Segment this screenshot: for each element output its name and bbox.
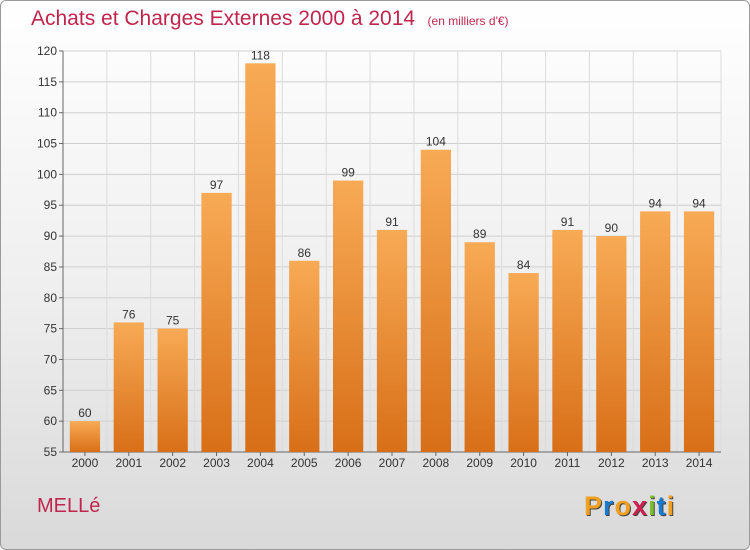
- data-label: 86: [298, 246, 312, 260]
- y-tick-label: 75: [44, 322, 58, 336]
- bar-2012: [596, 236, 627, 452]
- data-label: 94: [692, 196, 706, 210]
- data-label: 97: [210, 178, 224, 192]
- x-tick-label: 2013: [642, 456, 669, 470]
- y-tick-label: 60: [44, 414, 58, 428]
- data-label: 90: [605, 221, 619, 235]
- x-tick-label: 2003: [203, 456, 230, 470]
- logo-letter: t: [656, 491, 667, 521]
- bars: [69, 63, 715, 453]
- y-tick-label: 70: [44, 352, 58, 366]
- bar-2001: [113, 322, 144, 452]
- data-label: 60: [78, 406, 92, 420]
- data-label: 84: [517, 258, 531, 272]
- x-tick-label: 2004: [247, 456, 274, 470]
- bar-2014: [683, 211, 715, 452]
- data-label: 94: [649, 196, 663, 210]
- bar-2006: [332, 180, 364, 453]
- y-tick-label: 115: [38, 75, 57, 89]
- x-tick-label: 2009: [466, 456, 493, 470]
- chart-title: Achats et Charges Externes 2000 à 2014 (…: [31, 7, 509, 31]
- y-tick-label: 105: [37, 137, 57, 151]
- y-tick-label: 90: [44, 229, 58, 243]
- chart-unit-text: (en milliers d'€): [427, 14, 509, 28]
- data-label: 104: [426, 135, 446, 149]
- logo-letter: r: [603, 491, 615, 521]
- x-tick-label: 2008: [423, 456, 450, 470]
- bar-2007: [376, 229, 408, 452]
- y-tick-label: 110: [38, 106, 57, 120]
- data-label: 75: [166, 314, 180, 328]
- bar-2011: [552, 229, 583, 452]
- x-tick-label: 2011: [555, 456, 581, 470]
- x-tick-label: 2007: [379, 456, 406, 470]
- x-tick-label: 2001: [115, 456, 142, 470]
- data-label: 91: [385, 215, 399, 229]
- y-tick-label: 100: [37, 167, 57, 181]
- y-tick-label: 120: [37, 44, 57, 58]
- y-tick-label: 80: [44, 291, 58, 305]
- bar-2003: [201, 192, 232, 452]
- y-tick-label: 85: [44, 260, 58, 274]
- logo-letter: P: [584, 491, 604, 521]
- data-label: 76: [122, 307, 136, 321]
- x-tick-label: 2005: [291, 456, 318, 470]
- data-labels: 60 76 75 97 118 86 99 91 104 89 84 91 90 94 94: [78, 48, 706, 420]
- logo-letter: x: [632, 491, 649, 521]
- x-tick-label: 2012: [598, 456, 625, 470]
- y-tick-label: 55: [44, 445, 58, 459]
- bar-2013: [640, 211, 671, 452]
- chart-title-text: Achats et Charges Externes 2000 à 2014: [31, 7, 416, 30]
- data-label: 89: [473, 227, 487, 241]
- bar-2009: [464, 242, 495, 452]
- bar-2000: [69, 421, 101, 452]
- x-tick-label: 2014: [686, 456, 713, 470]
- y-tick-label: 65: [44, 383, 58, 397]
- bar-2008: [420, 149, 452, 452]
- data-label: 99: [341, 166, 355, 180]
- x-tick-label: 2006: [335, 456, 362, 470]
- data-label: 91: [561, 215, 575, 229]
- bar-2002: [157, 328, 188, 452]
- data-label: 118: [251, 48, 270, 62]
- y-tick-label: 95: [44, 198, 58, 212]
- x-tick-label: 2002: [159, 456, 186, 470]
- logo-letter: o: [614, 491, 633, 521]
- logo-letter: i: [648, 491, 657, 521]
- bar-2005: [289, 260, 320, 452]
- x-tick-label: 2010: [510, 456, 537, 470]
- proxiti-logo: Proxiti: [584, 491, 675, 522]
- logo-letter: i: [666, 491, 676, 521]
- commune-name: MELLé: [37, 495, 101, 517]
- bar-2004: [245, 63, 276, 452]
- bar-2010: [508, 273, 539, 452]
- x-tick-label: 2000: [72, 456, 99, 470]
